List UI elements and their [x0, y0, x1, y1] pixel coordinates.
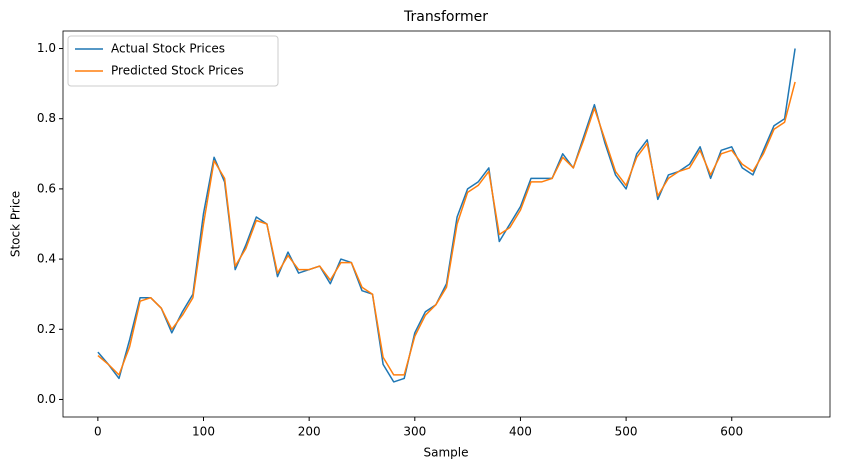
y-tick-label: 0.6 — [37, 181, 56, 195]
x-tick-label: 100 — [192, 425, 215, 439]
y-tick-label: 0.2 — [37, 322, 56, 336]
data-line — [97, 81, 796, 376]
data-line — [97, 48, 796, 383]
x-tick-label: 500 — [615, 425, 638, 439]
y-tick-label: 1.0 — [37, 41, 56, 55]
legend-label: Predicted Stock Prices — [111, 64, 244, 78]
legend-label: Actual Stock Prices — [111, 42, 225, 56]
chart-title: Transformer — [403, 9, 488, 25]
y-axis-label: Stock Price — [9, 191, 23, 257]
x-tick-label: 400 — [509, 425, 532, 439]
legend: Actual Stock Prices Predicted Stock Price… — [67, 35, 279, 87]
plot-frame — [62, 30, 831, 418]
x-tick-label: 0 — [94, 425, 102, 439]
x-tick-label: 200 — [298, 425, 321, 439]
x-tick-label: 300 — [403, 425, 426, 439]
x-tick-label: 600 — [720, 425, 743, 439]
y-tick-label: 0.4 — [37, 252, 56, 266]
legend-box — [67, 35, 279, 87]
x-axis-label: Sample — [424, 446, 469, 460]
y-tick-label: 0.0 — [37, 392, 56, 406]
y-tick-label: 0.8 — [37, 111, 56, 125]
